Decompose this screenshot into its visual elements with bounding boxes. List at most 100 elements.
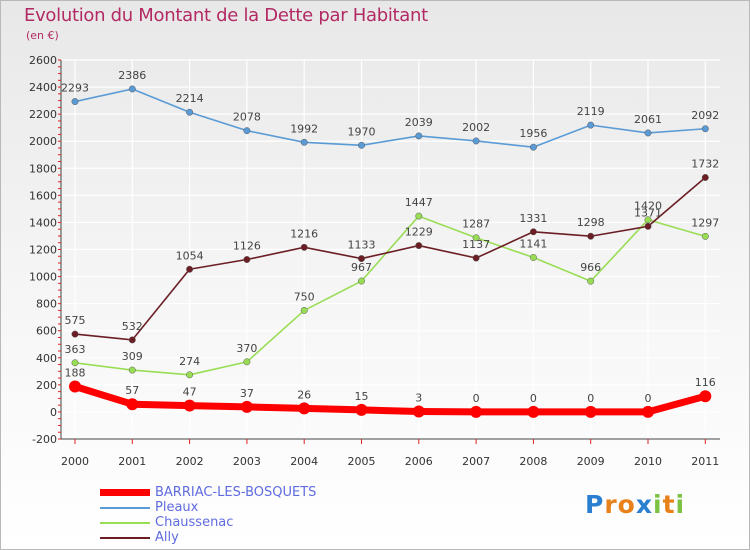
- data-point: [472, 137, 480, 145]
- data-point: [584, 405, 597, 418]
- data-label: 274: [179, 355, 200, 368]
- data-point: [128, 85, 136, 93]
- data-point: [71, 330, 79, 338]
- x-tick-label: 2000: [61, 455, 89, 468]
- data-point: [355, 403, 368, 416]
- x-tick-label: 2010: [634, 455, 662, 468]
- y-tick-label: 2400: [29, 81, 57, 94]
- y-tick-label: 2000: [29, 135, 57, 148]
- data-point: [186, 371, 194, 379]
- data-point: [415, 242, 423, 250]
- data-label: 0: [473, 392, 480, 405]
- legend-swatch: [100, 489, 150, 496]
- x-tick-label: 2009: [577, 455, 605, 468]
- data-label: 2039: [405, 116, 433, 129]
- data-point: [69, 380, 81, 393]
- data-label: 575: [65, 314, 86, 327]
- data-label: 0: [530, 392, 537, 405]
- y-tick-label: 1400: [29, 216, 57, 229]
- data-point: [300, 306, 308, 314]
- data-label: 188: [65, 366, 86, 379]
- x-tick-label: 2004: [290, 455, 318, 468]
- data-label: 2119: [577, 105, 605, 118]
- data-point: [243, 127, 251, 135]
- data-label: 532: [122, 320, 143, 333]
- data-point: [529, 143, 537, 151]
- data-label: 47: [183, 386, 197, 399]
- data-label: 1298: [577, 216, 605, 229]
- data-point: [644, 222, 652, 230]
- data-label: 3: [415, 392, 422, 405]
- data-point: [300, 243, 308, 251]
- y-tick-label: 2200: [29, 108, 57, 121]
- data-label: 967: [351, 261, 372, 274]
- data-point: [642, 405, 654, 418]
- legend-swatch: [100, 521, 150, 524]
- x-tick-label: 2003: [233, 455, 261, 468]
- data-label: 1992: [290, 122, 318, 135]
- data-point: [699, 390, 712, 403]
- legend-label: BARRIAC-LES-BOSQUETS: [155, 485, 317, 500]
- logo-letter: P: [585, 490, 605, 519]
- data-point: [71, 98, 79, 106]
- data-label: 1371: [634, 206, 662, 219]
- data-point: [415, 212, 423, 220]
- x-tick-label: 2001: [118, 455, 146, 468]
- data-label: 2214: [176, 92, 204, 105]
- chart-title: Evolution du Montant de la Dette par Hab…: [24, 5, 428, 26]
- data-label: 363: [65, 343, 86, 356]
- data-label: 2386: [118, 69, 146, 82]
- legend-label: Pleaux: [155, 500, 199, 515]
- data-label: 1216: [290, 227, 318, 240]
- x-tick-label: 2011: [691, 455, 719, 468]
- x-tick-label: 2005: [348, 455, 376, 468]
- data-point: [128, 366, 136, 374]
- data-point: [701, 174, 709, 181]
- data-point: [71, 359, 79, 367]
- data-label: 309: [122, 350, 143, 363]
- data-point: [529, 254, 537, 261]
- data-label: 1447: [405, 196, 433, 209]
- data-point: [701, 232, 709, 240]
- series-line-3: [74, 176, 707, 341]
- chart-subtitle: (en €): [26, 29, 59, 42]
- series-line-0: [71, 382, 709, 416]
- data-label: 2293: [61, 82, 89, 95]
- data-label: 116: [695, 376, 716, 389]
- y-tick-label: 0: [50, 406, 57, 419]
- data-point: [240, 400, 253, 413]
- data-label: 1054: [176, 249, 204, 262]
- y-tick-label: 2600: [29, 54, 57, 67]
- data-point: [358, 277, 365, 285]
- data-label: 2061: [634, 113, 662, 126]
- x-tick-label: 2002: [176, 455, 204, 468]
- data-label: 1956: [519, 127, 547, 140]
- data-point: [470, 405, 483, 418]
- data-point: [186, 265, 194, 273]
- proxiti-logo: Proxiti: [585, 490, 685, 519]
- legend-swatch: [100, 536, 150, 539]
- legend-label: Chaussenac: [155, 515, 234, 530]
- data-point: [587, 277, 595, 285]
- series-line-1: [74, 88, 707, 148]
- y-tick-label: 800: [36, 298, 57, 311]
- data-label: 2002: [462, 121, 490, 134]
- y-tick-label: 1000: [29, 271, 57, 284]
- data-point: [415, 132, 423, 140]
- logo-letter: i: [653, 490, 663, 519]
- data-point: [472, 234, 480, 242]
- data-point: [644, 129, 652, 137]
- data-label: 1287: [462, 218, 490, 231]
- data-point: [186, 108, 194, 116]
- data-label: 15: [355, 390, 369, 403]
- x-tick-label: 2006: [405, 455, 433, 468]
- data-label: 26: [297, 388, 311, 401]
- data-label: 1137: [462, 238, 490, 251]
- logo-letter: t: [662, 490, 676, 519]
- logo-letter: o: [617, 490, 636, 519]
- data-point: [243, 256, 251, 263]
- data-label: 37: [240, 387, 254, 400]
- y-tick-label: 600: [36, 325, 57, 338]
